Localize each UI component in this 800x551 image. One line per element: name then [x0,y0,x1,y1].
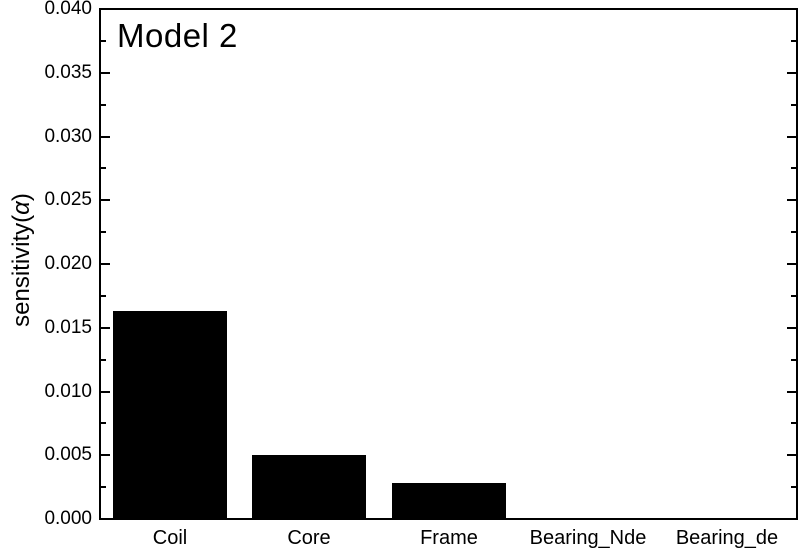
y-minor-tick-left [100,231,106,234]
y-major-tick-left [100,326,110,329]
y-major-tick-right [787,71,797,74]
y-minor-tick-left [100,422,106,425]
y-minor-tick-right [791,486,797,489]
y-major-tick-left [100,390,110,393]
x-tick-label-bearing_de: Bearing_de [675,527,779,549]
y-major-tick-left [100,71,110,74]
y-major-tick-left [100,454,110,457]
y-minor-tick-right [791,294,797,297]
x-tick-label-coil: Coil [152,527,188,549]
bar-core [252,455,366,519]
y-major-tick-left [100,518,110,520]
y-major-tick-left [100,8,110,10]
y-minor-tick-right [791,103,797,106]
y-major-tick-right [787,135,797,138]
y-tick-label: 0.035 [44,61,92,83]
y-minor-tick-left [100,486,106,489]
y-minor-tick-right [791,422,797,425]
bar-frame [392,483,506,519]
y-tick-label: 0.020 [44,253,92,274]
y-tick-label: 0.005 [44,444,92,466]
y-minor-tick-left [100,167,106,170]
x-tick-label-bearing_nde: Bearing_Nde [529,527,647,549]
bar-coil [113,311,227,519]
y-tick-label: 0.030 [44,125,92,147]
y-minor-tick-right [791,39,797,42]
y-major-tick-right [787,518,797,520]
y-major-tick-right [787,263,797,265]
y-major-tick-right [787,454,797,457]
x-tick-label-frame: Frame [420,527,478,549]
chart-title: Model 2 [117,17,238,54]
y-tick-label: 0.010 [44,380,92,402]
y-minor-tick-right [791,167,797,170]
y-tick-label: 0.025 [44,189,92,211]
y-major-tick-right [787,390,797,393]
y-tick-label: 0.015 [44,316,92,338]
y-major-tick-right [787,326,797,329]
y-major-tick-right [787,8,797,10]
y-minor-tick-left [100,294,106,297]
y-minor-tick-right [791,231,797,234]
y-minor-tick-right [791,358,797,361]
y-tick-label: 0.040 [44,0,92,19]
x-tick-label-core: Core [287,527,331,549]
y-major-tick-left [100,263,110,265]
y-minor-tick-left [100,39,106,42]
y-minor-tick-left [100,358,106,361]
y-minor-tick-left [100,103,106,106]
y-major-tick-right [787,199,797,202]
y-major-tick-left [100,135,110,138]
y-major-tick-left [100,199,110,202]
y-tick-label: 0.000 [44,508,92,529]
